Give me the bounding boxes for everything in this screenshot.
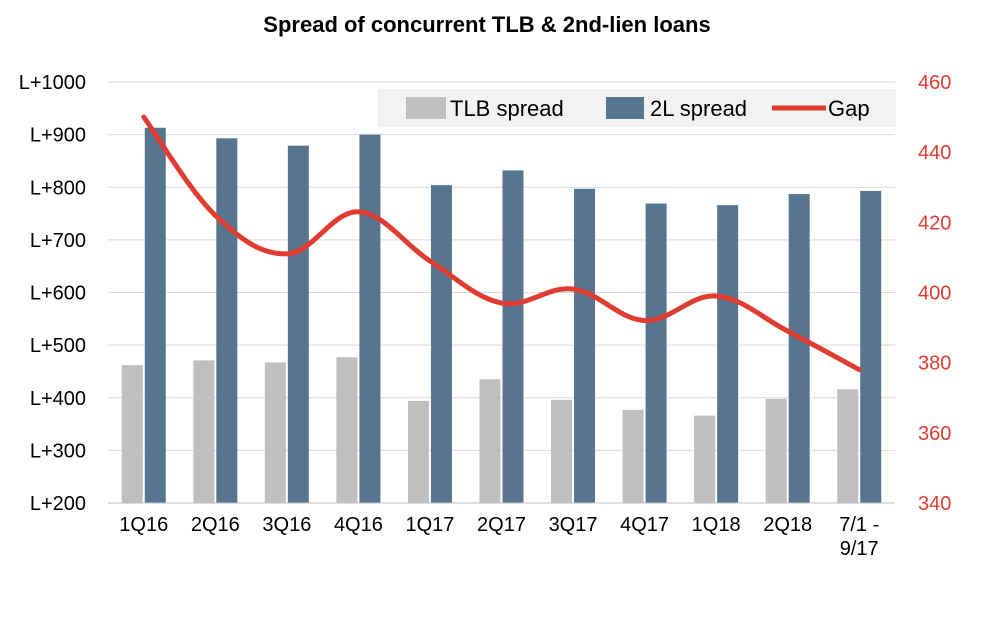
tlb-spread-legend-label: TLB spread (450, 96, 564, 121)
right-axis-tick-label: 460 (918, 72, 951, 94)
left-axis-tick-label: L+900 (30, 125, 86, 147)
l2-spread-bar (574, 188, 596, 504)
l2-spread-bar (645, 203, 667, 503)
left-axis-tick-label: L+300 (30, 440, 86, 462)
left-axis-tick-label: L+1000 (19, 72, 86, 94)
right-axis-tick-label: 340 (918, 493, 951, 515)
x-axis-tick-label: 1Q18 (692, 514, 741, 536)
left-axis-tick-label: L+500 (30, 335, 86, 357)
x-axis-tick-label: 4Q16 (334, 514, 383, 536)
tlb-spread-bar (336, 357, 358, 503)
tlb-spread-bar (479, 379, 501, 503)
l2-spread-bar (430, 185, 452, 503)
l2-spread-bar (216, 138, 238, 503)
tlb-spread-bar (622, 409, 644, 503)
gap-line (141, 114, 862, 373)
x-axis-tick-label: 2Q17 (477, 514, 526, 536)
left-axis-tick-label: L+600 (30, 283, 86, 305)
right-axis: 340 360 380 400 420 440 460 (918, 72, 951, 515)
tlb-spread-bar (837, 389, 859, 503)
tlb-spread-bar (193, 360, 215, 503)
legend: TLB spread 2L spread Gap (378, 89, 896, 127)
tlb-spread-bar (264, 362, 286, 503)
gridlines (108, 81, 895, 451)
left-axis-tick-label: L+200 (30, 493, 86, 515)
l2-spread-bar (717, 205, 739, 503)
x-axis-tick-label: 3Q16 (262, 514, 311, 536)
left-axis-tick-label: L+800 (30, 177, 86, 199)
left-axis-tick-label: L+400 (30, 388, 86, 410)
right-axis-tick-label: 400 (918, 283, 951, 305)
x-axis-tick-label: 2Q16 (191, 514, 240, 536)
tlb-spread-bar (407, 400, 429, 503)
tlb-spread-legend-swatch (406, 97, 446, 119)
l2-spread-bar (144, 127, 166, 503)
tlb-spread-bar (121, 365, 143, 503)
left-axis-tick-label: L+700 (30, 230, 86, 252)
right-axis-tick-label: 380 (918, 353, 951, 375)
l2-spread-legend-label: 2L spread (650, 96, 747, 121)
tlb-spread-bar (551, 399, 573, 503)
gap-line-layer (141, 114, 862, 373)
x-axis-tick-label: 1Q17 (405, 514, 454, 536)
l2-spread-bar (502, 170, 524, 503)
right-axis-tick-label: 360 (918, 423, 951, 445)
l2-spread-bar (359, 134, 381, 503)
chart-title: Spread of concurrent TLB & 2nd-lien loan… (263, 12, 710, 37)
tlb-spread-bar (694, 415, 716, 503)
tlb-spread-bar (765, 398, 787, 503)
gap-legend-label: Gap (828, 96, 870, 121)
left-axis: L+200 L+300 L+400 L+500 L+600 L+700 L+800 L+900… (19, 72, 86, 515)
x-axis-tick-label: 3Q17 (549, 514, 598, 536)
x-axis-tick-label: 1Q16 (119, 514, 168, 536)
x-axis-tick-label: 7/1 - (839, 514, 879, 536)
right-axis-tick-label: 440 (918, 142, 951, 164)
x-axis-tick-label: 9/17 (840, 538, 879, 560)
x-axis: 1Q16 2Q16 3Q16 4Q16 1Q17 2Q17 3Q17 4Q17 1Q18 2Q18… (108, 502, 895, 560)
right-axis-tick-label: 420 (918, 212, 951, 234)
l2-spread-bar (788, 194, 810, 503)
x-axis-tick-label: 2Q18 (763, 514, 812, 536)
x-axis-tick-label: 4Q17 (620, 514, 669, 536)
l2-spread-bar (860, 190, 882, 503)
l2-spread-bar (287, 145, 309, 503)
bars (121, 127, 882, 504)
l2-spread-legend-swatch (606, 97, 644, 119)
